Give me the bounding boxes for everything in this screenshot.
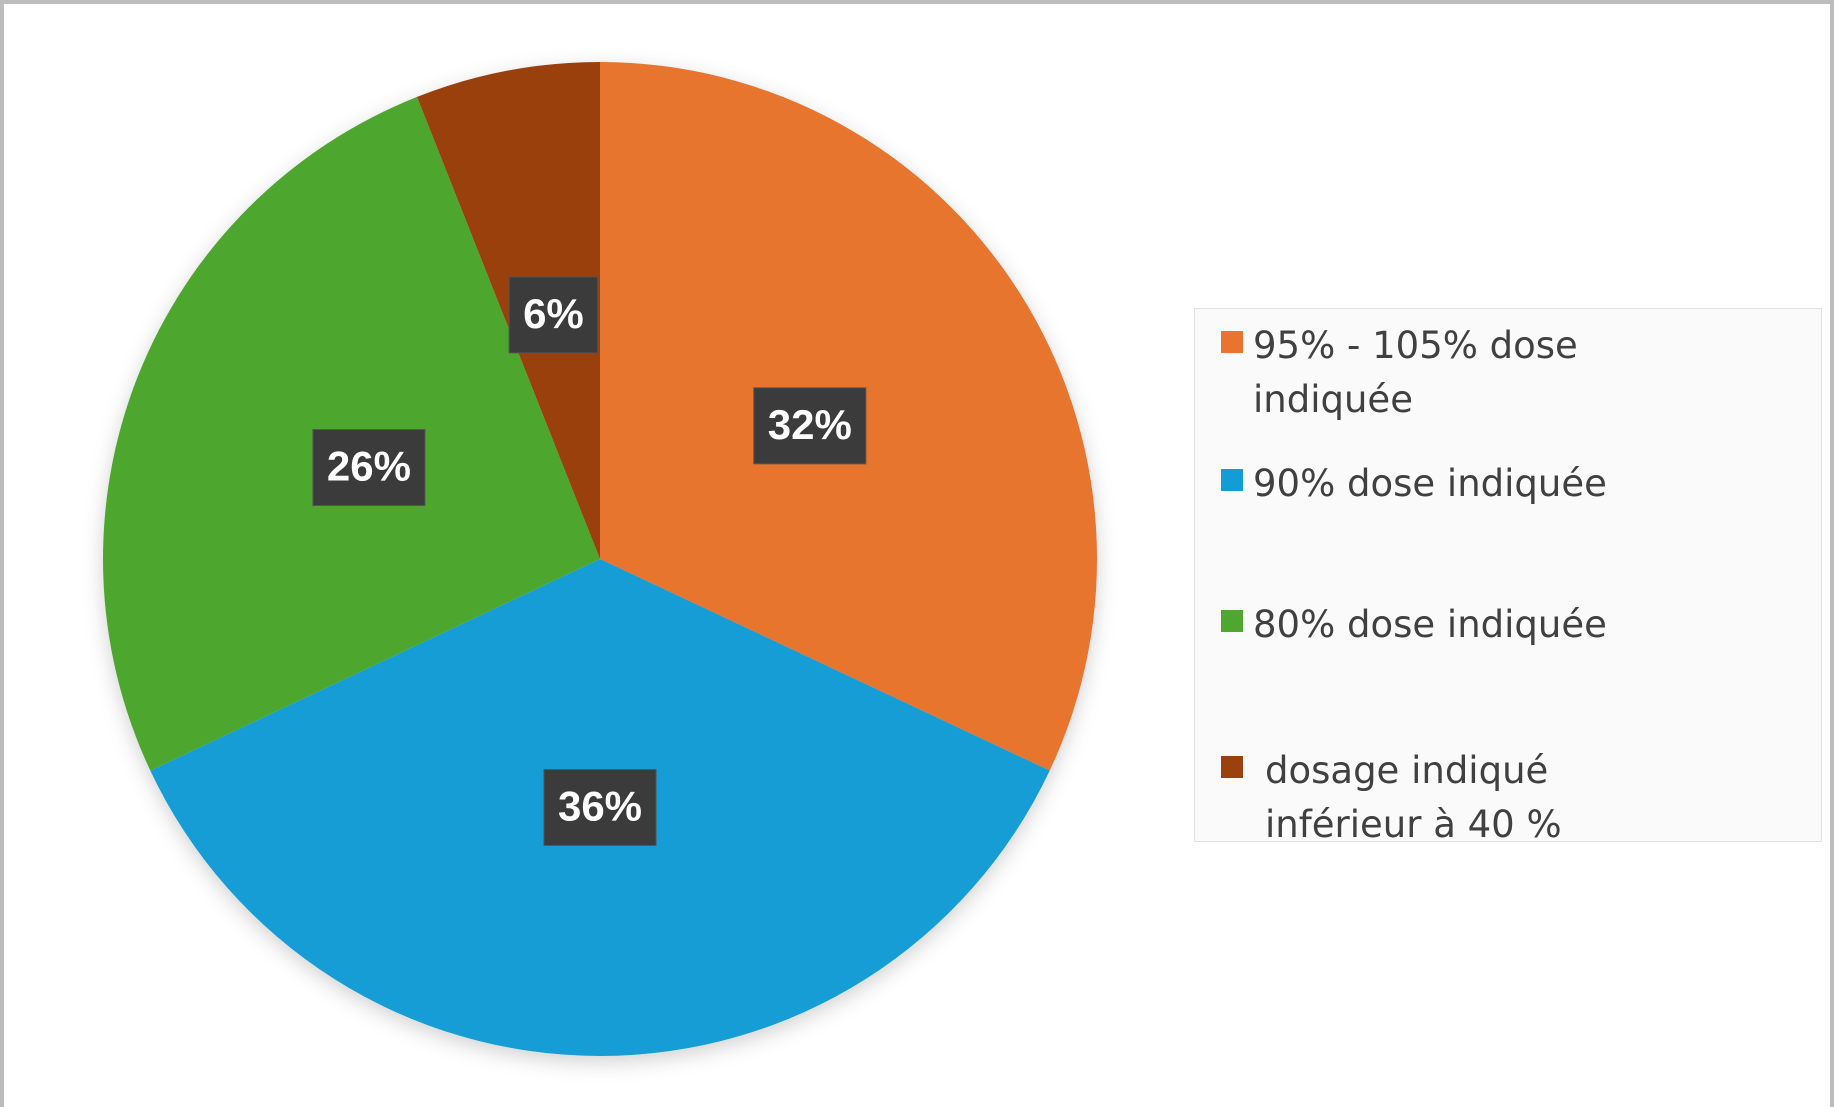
legend-entry: 95% - 105% dose indiquée [1221, 319, 1733, 427]
legend-entry: 90% dose indiquée [1221, 457, 1733, 511]
data-label-box [543, 769, 657, 846]
data-label-box [508, 276, 599, 354]
legend-swatch [1221, 756, 1243, 778]
legend: 95% - 105% dose indiquée 90% dose indiqué… [1194, 308, 1822, 846]
data-label-text: 6% [523, 290, 584, 337]
pie [103, 62, 1097, 1057]
legend-label: 95% - 105% dose indiquée [1253, 324, 1578, 421]
pie-slice [417, 62, 600, 559]
data-label-text: 36% [558, 783, 642, 830]
legend-swatch [1221, 331, 1243, 353]
legend-entry: 80% dose indiquée [1221, 598, 1733, 652]
legend-swatch [1221, 469, 1243, 491]
data-label: 6% [508, 276, 599, 354]
data-label: 26% [312, 429, 426, 507]
data-label-box [753, 387, 867, 465]
data-label: 32% [753, 387, 867, 465]
data-label-text: 26% [327, 443, 411, 490]
legend-entry: dosage indiqué inférieur à 40 % [1221, 744, 1715, 852]
data-label-box [312, 429, 426, 507]
data-label: 36% [543, 769, 657, 846]
data-label-text: 32% [768, 401, 852, 448]
legend-label: 80% dose indiquée [1253, 603, 1607, 646]
legend-label: 90% dose indiquée [1253, 462, 1607, 505]
legend-label: dosage indiqué inférieur à 40 % [1265, 749, 1562, 846]
legend-swatch [1221, 610, 1243, 632]
